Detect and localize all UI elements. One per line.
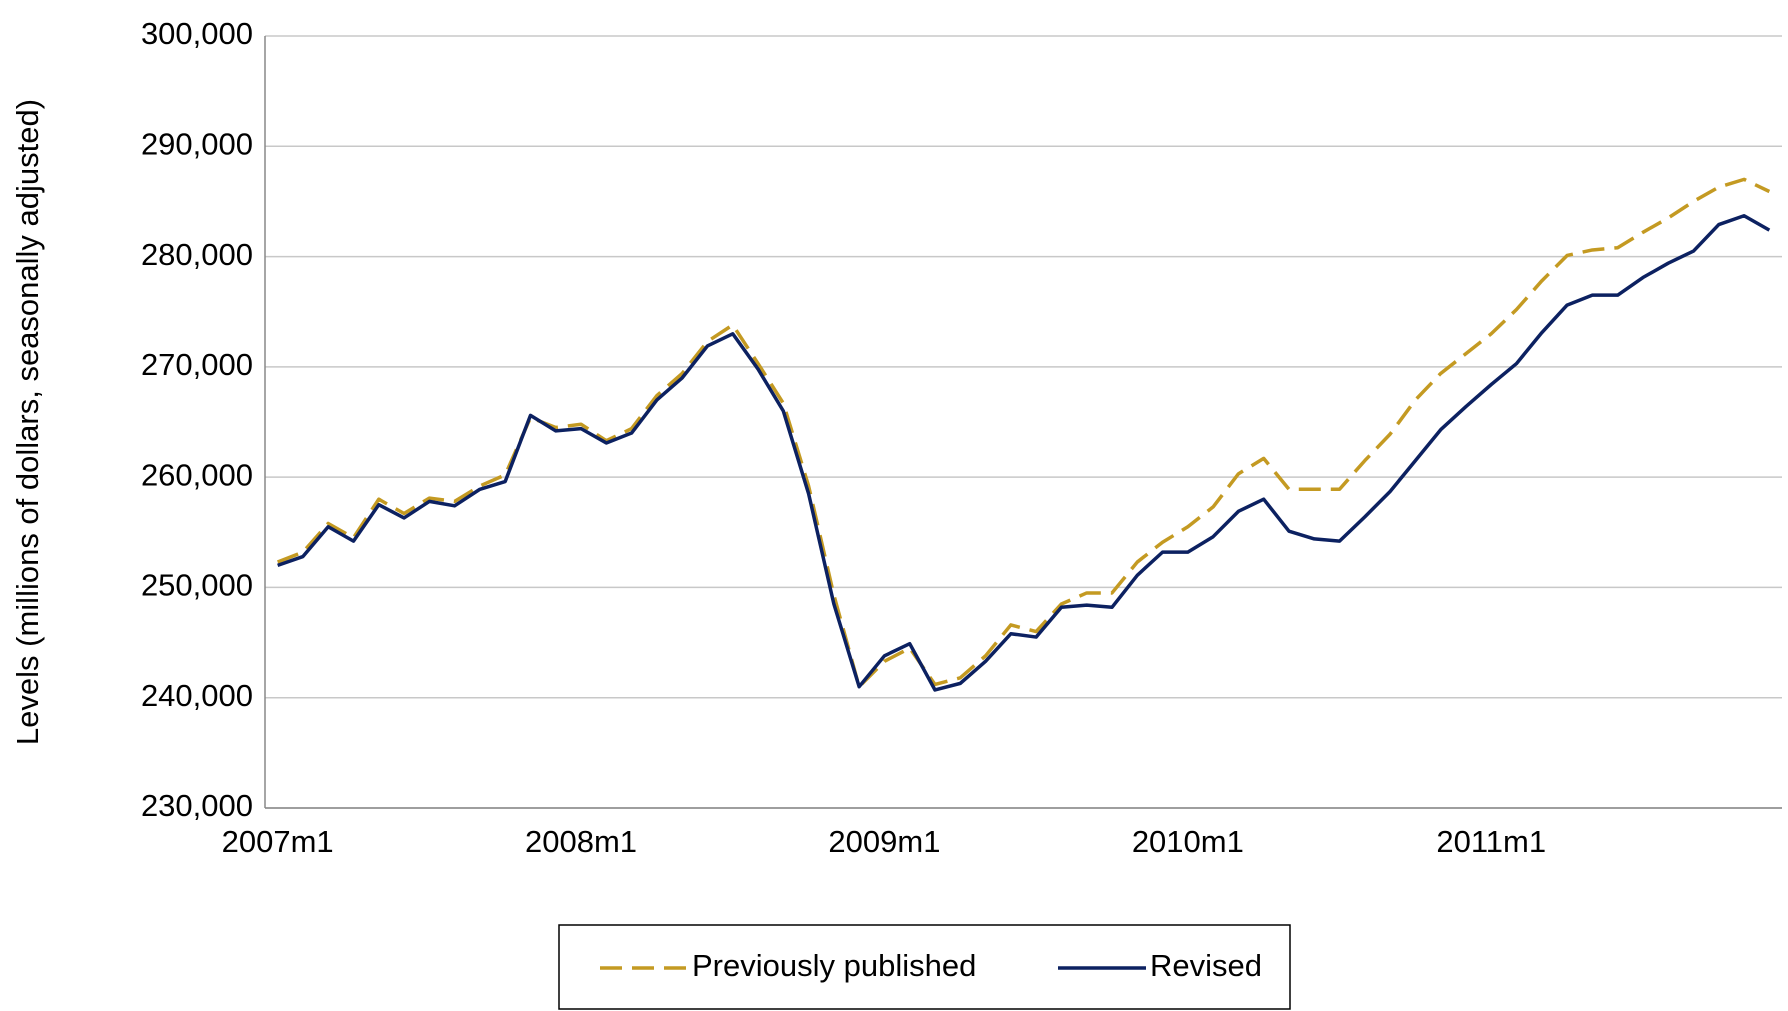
y-tick-label: 250,000: [141, 568, 253, 603]
y-tick-label: 300,000: [141, 16, 253, 51]
y-tick-label: 280,000: [141, 237, 253, 272]
y-tick-label: 260,000: [141, 457, 253, 492]
line-series: [277, 214, 1771, 692]
x-tick-label: 2007m1: [222, 824, 334, 859]
legend-box: [558, 924, 1291, 1010]
y-tick-label: 230,000: [141, 788, 253, 823]
y-tick-label: 270,000: [141, 347, 253, 382]
x-tick-label: 2010m1: [1132, 824, 1244, 859]
line-series: [277, 177, 1771, 689]
x-tick-label: 2008m1: [525, 824, 637, 859]
y-tick-label: 290,000: [141, 126, 253, 161]
x-tick-label: 2009m1: [828, 824, 940, 859]
x-tick-label: 2011m1: [1436, 824, 1546, 859]
legend-label: Previously published: [692, 948, 976, 983]
y-tick-label: 240,000: [141, 678, 253, 713]
y-axis-title: Levels (millions of dollars, seasonally …: [10, 99, 45, 745]
legend-label: Revised: [1150, 948, 1262, 983]
